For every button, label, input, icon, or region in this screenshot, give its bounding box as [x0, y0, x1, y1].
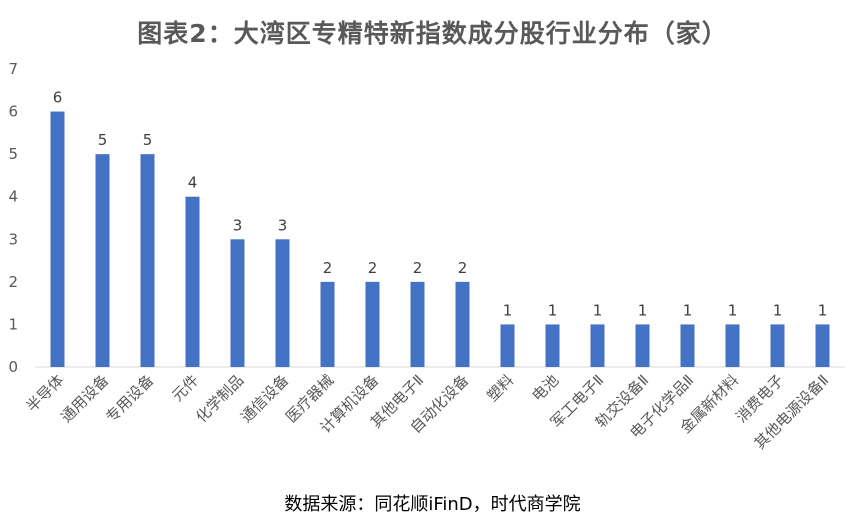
category-label: 塑料 [483, 371, 517, 405]
bar [725, 324, 740, 367]
bar [140, 154, 155, 367]
bar [815, 324, 830, 367]
bar [770, 324, 785, 367]
category-label: 元件 [168, 371, 202, 405]
bar [680, 324, 695, 367]
data-label: 3 [278, 216, 288, 234]
data-label: 6 [53, 89, 63, 107]
data-label: 2 [458, 259, 468, 277]
bar [185, 196, 200, 367]
data-label: 5 [98, 131, 108, 149]
data-label: 1 [593, 301, 603, 319]
y-tick-label: 1 [8, 315, 18, 333]
bar [320, 281, 335, 367]
bar [365, 281, 380, 367]
data-label: 1 [548, 301, 558, 319]
bar [275, 239, 290, 367]
data-label: 2 [323, 259, 333, 277]
y-tick-label: 4 [8, 188, 18, 206]
source-note: 数据来源：同花顺iFinD，时代商学院 [284, 494, 581, 515]
y-tick-label: 7 [8, 60, 18, 78]
data-label: 1 [728, 301, 738, 319]
chart-title: 图表2：大湾区专精特新指数成分股行业分布（家） [137, 19, 728, 48]
y-tick-label: 5 [8, 145, 18, 163]
data-label: 1 [773, 301, 783, 319]
bar [50, 111, 65, 367]
data-label: 2 [413, 259, 423, 277]
y-tick-label: 0 [8, 358, 18, 376]
category-label: 通用设备 [57, 371, 112, 426]
y-tick-label: 6 [8, 103, 18, 121]
bar [230, 239, 245, 367]
data-label: 1 [818, 301, 828, 319]
y-tick-label: 2 [8, 273, 18, 291]
data-label: 5 [143, 131, 153, 149]
category-label: 专用设备 [102, 371, 157, 426]
category-label: 通信设备 [237, 371, 292, 426]
category-label: 电池 [528, 371, 562, 405]
data-label: 2 [368, 259, 378, 277]
bar [590, 324, 605, 367]
bar [635, 324, 650, 367]
data-label: 1 [683, 301, 693, 319]
bar [410, 281, 425, 367]
category-label: 化学制品 [192, 371, 247, 426]
bar [500, 324, 515, 367]
data-label: 3 [233, 216, 243, 234]
data-label: 1 [503, 301, 513, 319]
data-label: 4 [188, 174, 198, 192]
bar [545, 324, 560, 367]
bar [95, 154, 110, 367]
bar [455, 281, 470, 367]
data-label: 1 [638, 301, 648, 319]
y-tick-label: 3 [8, 230, 18, 248]
